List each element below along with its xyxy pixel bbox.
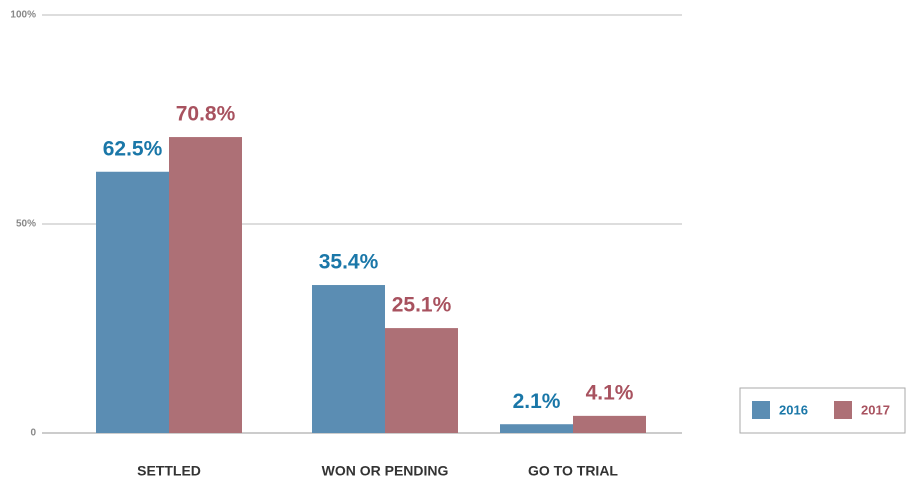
x-tick-label: GO TO TRIAL: [528, 463, 618, 479]
bar: [500, 424, 573, 433]
x-tick-label: SETTLED: [137, 463, 201, 479]
label-bg: [505, 384, 580, 417]
x-tick-label: WON OR PENDING: [322, 463, 449, 479]
bar: [169, 137, 242, 433]
value-label: 25.1%: [392, 294, 452, 317]
y-tick-label: 0: [30, 428, 36, 439]
value-label: 62.5%: [103, 137, 163, 160]
label-bg: [578, 375, 653, 408]
bar: [573, 415, 646, 433]
y-tick-label: 50%: [16, 219, 36, 230]
legend-label: 2017: [861, 402, 890, 417]
legend-label: 2016: [779, 402, 808, 417]
y-tick-label: 100%: [10, 10, 36, 21]
value-label: 70.8%: [176, 103, 236, 126]
value-label: 2.1%: [513, 390, 561, 413]
bar: [312, 285, 385, 433]
label-bg: [317, 245, 392, 278]
label-bg: [390, 288, 465, 321]
legend-swatch: [834, 401, 852, 419]
label-bg: [174, 97, 249, 130]
legend-swatch: [752, 401, 770, 419]
value-label: 4.1%: [586, 381, 634, 404]
bar: [385, 328, 458, 433]
label-bg: [101, 131, 176, 164]
value-label: 35.4%: [319, 251, 379, 274]
bar: [96, 171, 169, 433]
